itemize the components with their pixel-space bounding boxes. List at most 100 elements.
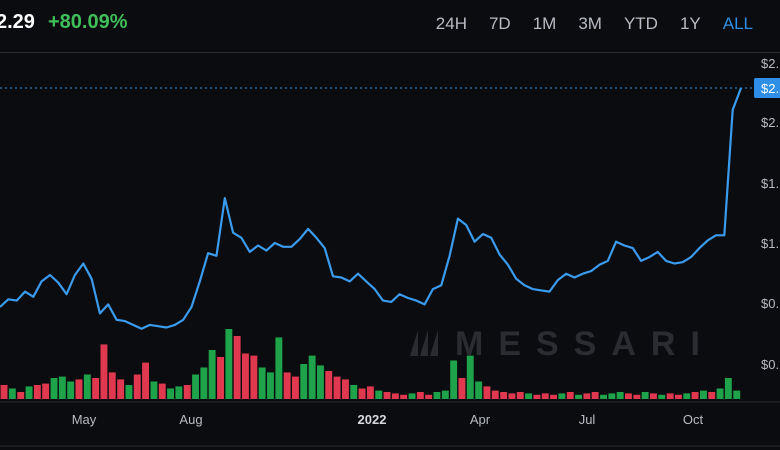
chart-header: 2.29 +80.09% 24H 7D 1M 3M YTD 1Y ALL bbox=[0, 0, 780, 50]
y-tick-label: $0. bbox=[761, 357, 779, 372]
volume-bar bbox=[600, 394, 607, 399]
volume-bar bbox=[200, 367, 208, 399]
volume-bar bbox=[700, 390, 707, 399]
volume-bar bbox=[658, 394, 666, 399]
volume-bar bbox=[33, 385, 41, 399]
volume-bar bbox=[300, 364, 308, 399]
volume-bar bbox=[233, 336, 241, 399]
x-tick-label: May bbox=[72, 412, 97, 427]
volume-bar bbox=[550, 394, 557, 399]
volume-bar bbox=[375, 390, 383, 399]
volume-bar bbox=[575, 394, 582, 399]
volume-bar bbox=[408, 393, 416, 399]
volume-bar bbox=[50, 378, 58, 399]
volume-bar bbox=[475, 381, 483, 399]
volume-bar bbox=[75, 379, 83, 399]
volume-bar bbox=[608, 393, 616, 399]
volume-bar bbox=[391, 393, 399, 399]
volume-bar bbox=[183, 385, 191, 399]
range-24h[interactable]: 24H bbox=[435, 14, 467, 33]
volume-bar bbox=[683, 393, 691, 399]
x-tick-label: Apr bbox=[470, 412, 491, 427]
volume-bar bbox=[92, 378, 100, 399]
y-tick-label: $1. bbox=[761, 236, 779, 251]
x-tick-label: 2022 bbox=[358, 412, 387, 427]
volume-bar bbox=[25, 386, 33, 399]
header-divider bbox=[0, 52, 780, 53]
volume-bar bbox=[67, 381, 75, 399]
current-price-tag-bg bbox=[754, 78, 780, 98]
volume-bar bbox=[125, 385, 133, 399]
current-price-tag: $2. bbox=[754, 78, 780, 98]
volume-bar bbox=[83, 374, 91, 399]
volume-bar bbox=[716, 388, 724, 399]
range-ytd[interactable]: YTD bbox=[623, 14, 658, 33]
volume-bar bbox=[724, 378, 732, 399]
volume-bar bbox=[633, 394, 641, 399]
y-tick-label: $2. bbox=[761, 115, 779, 130]
volume-bar bbox=[8, 388, 16, 399]
price-change-percent: +80.09% bbox=[48, 11, 128, 33]
volume-bar bbox=[433, 392, 441, 399]
volume-bar bbox=[400, 394, 408, 399]
volume-bar bbox=[133, 374, 141, 399]
y-tick-label: $0. bbox=[761, 296, 779, 311]
volume-bar bbox=[416, 392, 424, 399]
volume-bar bbox=[500, 392, 508, 399]
volume-bar bbox=[150, 381, 158, 399]
volume-bar bbox=[192, 374, 199, 399]
volume-bar bbox=[142, 362, 149, 399]
volume-bar bbox=[350, 385, 358, 399]
volume-bar bbox=[450, 360, 458, 399]
y-tick-label: $1. bbox=[761, 176, 779, 191]
x-tick-label: Oct bbox=[683, 412, 704, 427]
range-7d[interactable]: 7D bbox=[488, 14, 511, 33]
volume-bar bbox=[258, 367, 266, 399]
volume-bar bbox=[466, 355, 474, 399]
volume-bar bbox=[625, 393, 632, 399]
volume-bar bbox=[242, 353, 249, 399]
volume-bar bbox=[691, 392, 699, 399]
y-axis: $2. $2. $1. $1. $0. $0. bbox=[761, 56, 779, 372]
volume-bar bbox=[708, 392, 716, 399]
range-1y[interactable]: 1Y bbox=[679, 14, 701, 33]
messari-logo-icon bbox=[410, 330, 438, 356]
watermark-text: MESSARI bbox=[455, 325, 715, 363]
volume-bar bbox=[167, 388, 174, 399]
volume-bar bbox=[42, 383, 50, 399]
x-axis: May Aug 2022 Apr Jul Oct bbox=[72, 412, 704, 427]
volume-bar bbox=[58, 376, 66, 399]
volume-bar bbox=[558, 393, 566, 399]
volume-bar bbox=[0, 385, 8, 399]
current-price: 2.29 bbox=[0, 11, 35, 33]
volume-bar bbox=[516, 392, 524, 399]
volume-bar bbox=[158, 383, 166, 399]
range-3m[interactable]: 3M bbox=[578, 14, 602, 33]
volume-bar bbox=[566, 392, 574, 399]
volume-bar bbox=[342, 379, 349, 399]
volume-bar bbox=[666, 393, 674, 399]
volume-bar bbox=[458, 378, 466, 399]
price-chart[interactable]: MESSARI $2. $2. $1. $1. $0. $0. $2. May … bbox=[0, 53, 780, 450]
volume-bar bbox=[533, 394, 541, 399]
volume-bar bbox=[733, 390, 741, 399]
volume-bar bbox=[675, 394, 682, 399]
volume-bar bbox=[541, 393, 549, 399]
volume-bar bbox=[616, 392, 624, 399]
volume-bar bbox=[441, 390, 449, 399]
price-line bbox=[0, 87, 743, 330]
volume-bar bbox=[333, 376, 341, 399]
y-tick-label: $2. bbox=[761, 56, 779, 71]
volume-bar bbox=[225, 329, 233, 399]
volume-bar bbox=[250, 355, 258, 399]
x-tick-label: Aug bbox=[179, 412, 202, 427]
volume-bar bbox=[383, 392, 391, 399]
volume-bar bbox=[425, 394, 433, 399]
range-1m[interactable]: 1M bbox=[532, 14, 557, 33]
time-range-selector: 24H 7D 1M 3M YTD 1Y ALL bbox=[425, 14, 764, 34]
volume-bar bbox=[317, 365, 324, 399]
volume-bar bbox=[366, 386, 374, 399]
range-all[interactable]: ALL bbox=[722, 14, 753, 33]
volume-bar bbox=[100, 344, 108, 399]
watermark: MESSARI bbox=[410, 325, 715, 363]
